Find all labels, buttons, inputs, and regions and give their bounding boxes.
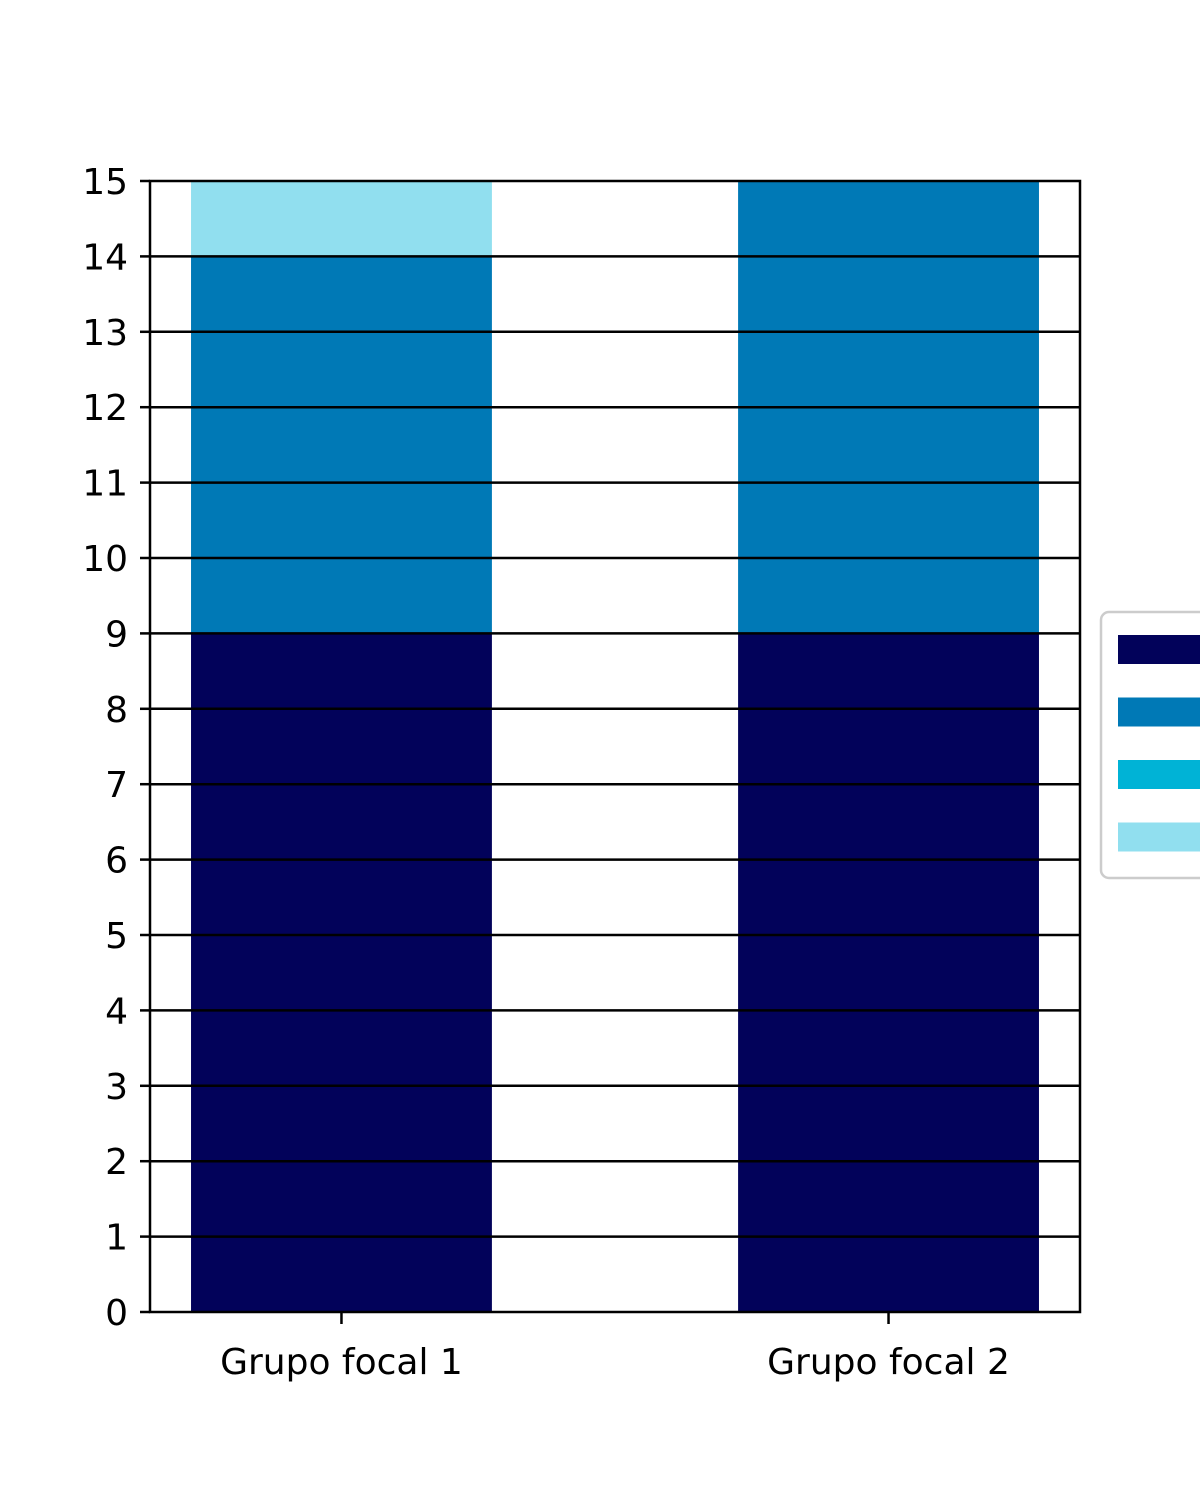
bar-1-series-2 bbox=[191, 256, 492, 634]
legend-box bbox=[1099, 610, 1200, 880]
x-tick-label-2: Grupo focal 2 bbox=[767, 1342, 1010, 1383]
bar-2-series-1 bbox=[738, 633, 1039, 1312]
y-tick-label-11: 11 bbox=[82, 464, 128, 505]
y-tick-label-0: 0 bbox=[105, 1293, 128, 1334]
y-tick-label-1: 1 bbox=[105, 1218, 128, 1259]
plot-frame bbox=[148, 179, 1082, 1314]
bar-group bbox=[191, 181, 1039, 1312]
y-tick-label-9: 9 bbox=[105, 614, 128, 655]
y-tick-label-12: 12 bbox=[82, 388, 128, 429]
x-tick-label-1: Grupo focal 1 bbox=[220, 1342, 463, 1383]
legend-swatch-2 bbox=[1118, 697, 1200, 727]
y-tick-label-3: 3 bbox=[105, 1067, 128, 1108]
y-tick-label-7: 7 bbox=[105, 765, 128, 806]
gridlines bbox=[150, 255, 1080, 1238]
bar-1-series-1 bbox=[191, 633, 492, 1312]
y-tick-label-14: 14 bbox=[82, 237, 128, 278]
legend-swatch-4 bbox=[1118, 822, 1200, 852]
y-tick-label-4: 4 bbox=[105, 991, 128, 1032]
legend-swatch-3 bbox=[1118, 760, 1200, 789]
y-tick-label-15: 15 bbox=[82, 162, 128, 203]
y-tick-label-13: 13 bbox=[82, 313, 128, 354]
y-tick-label-6: 6 bbox=[105, 841, 128, 882]
legend bbox=[1099, 610, 1200, 880]
y-tick-label-10: 10 bbox=[82, 539, 128, 580]
y-tick-label-5: 5 bbox=[105, 916, 128, 957]
x-axis: Grupo focal 1 Grupo focal 2 bbox=[220, 1312, 1010, 1383]
legend-swatch-1 bbox=[1118, 635, 1200, 664]
y-tick-label-2: 2 bbox=[105, 1142, 128, 1183]
y-tick-label-8: 8 bbox=[105, 690, 128, 731]
bar-1-series-4 bbox=[191, 181, 492, 257]
